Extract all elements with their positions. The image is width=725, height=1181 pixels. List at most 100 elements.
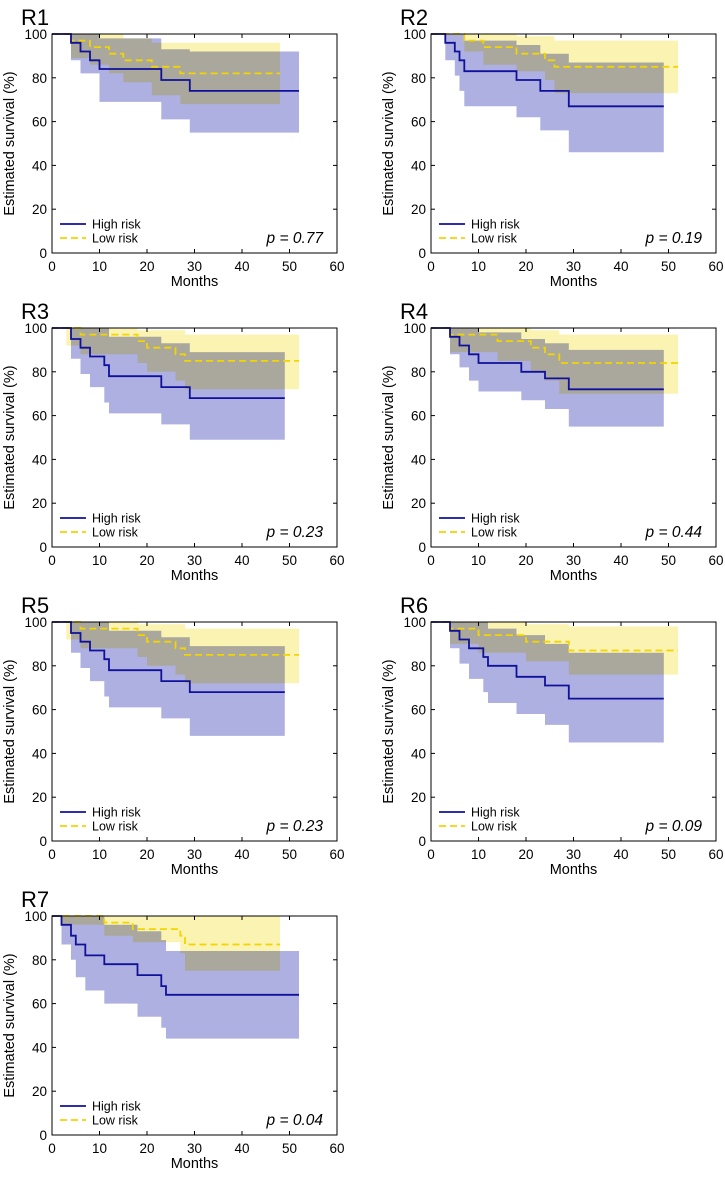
x-axis-label: Months (171, 274, 219, 290)
panel-title: R1 (21, 5, 49, 30)
legend-low-risk-label: Low risk (471, 232, 518, 246)
x-tick-label: 10 (92, 259, 107, 274)
x-tick-label: 0 (427, 259, 435, 274)
km-panel-r2: 0 10 20 30 40 50 60 0 20 40 60 80 100 Months Estimated… (381, 5, 724, 290)
x-tick-label: 30 (187, 259, 202, 274)
x-tick-label: 40 (234, 847, 249, 862)
panel-title: R7 (21, 887, 49, 912)
y-tick-label: 60 (32, 409, 47, 424)
y-axis-label: Estimated survival (%) (2, 953, 18, 1097)
y-tick-label: 40 (32, 746, 47, 761)
p-value-annotation: p = 0.09 (645, 818, 703, 835)
legend-low-risk-label: Low risk (92, 526, 139, 540)
km-panel-r3: 0 10 20 30 40 50 60 0 20 40 60 80 100 Months Estimated… (2, 299, 345, 584)
x-tick-label: 20 (139, 847, 154, 862)
x-tick-label: 10 (471, 847, 486, 862)
y-axis-label: Estimated survival (%) (2, 365, 18, 509)
y-tick-label: 0 (39, 1128, 47, 1143)
high-risk-curve (431, 33, 664, 108)
x-tick-label: 10 (92, 1141, 107, 1156)
y-tick-label: 100 (24, 27, 47, 42)
y-tick-label: 60 (32, 703, 47, 718)
x-tick-label: 60 (329, 847, 344, 862)
x-tick-label: 30 (187, 847, 202, 862)
x-tick-label: 50 (661, 553, 676, 568)
x-axis-label: Months (171, 862, 219, 878)
x-axis-label: Months (550, 862, 598, 878)
panel-title: R2 (400, 5, 428, 30)
x-tick-label: 50 (661, 259, 676, 274)
y-tick-label: 20 (411, 202, 426, 217)
high-risk-curve (431, 327, 664, 391)
p-value-annotation: p = 0.23 (266, 818, 324, 835)
x-tick-label: 50 (282, 259, 297, 274)
y-tick-label: 100 (403, 27, 426, 42)
y-tick-label: 40 (32, 452, 47, 467)
x-tick-label: 40 (234, 1141, 249, 1156)
panel-title: R4 (400, 299, 428, 324)
y-tick-label: 0 (418, 540, 426, 555)
p-value-annotation: p = 0.04 (266, 1112, 324, 1129)
x-tick-label: 20 (139, 1141, 154, 1156)
legend-low-risk-label: Low risk (471, 820, 518, 834)
high-risk-ci-band (52, 34, 299, 133)
ci-bands (52, 34, 299, 133)
y-tick-label: 60 (32, 115, 47, 130)
km-panel-r5: 0 10 20 30 40 50 60 0 20 40 60 80 100 Months Estimated… (2, 593, 345, 878)
x-axis-label: Months (171, 1156, 219, 1172)
y-tick-label: 80 (411, 71, 426, 86)
y-tick-label: 20 (32, 496, 47, 511)
x-tick-label: 30 (566, 847, 581, 862)
y-tick-label: 40 (32, 1040, 47, 1055)
y-tick-label: 60 (411, 409, 426, 424)
y-tick-label: 20 (411, 496, 426, 511)
x-tick-label: 10 (92, 847, 107, 862)
km-panel-r1: 0 10 20 30 40 50 60 0 20 40 60 80 100 Months Estimated… (2, 5, 345, 290)
high-risk-ci-band (52, 328, 285, 440)
low-risk-curve (52, 33, 280, 75)
x-tick-label: 30 (187, 553, 202, 568)
y-axis-label: Estimated survival (%) (2, 659, 18, 803)
y-tick-label: 100 (403, 615, 426, 630)
x-tick-label: 20 (518, 847, 533, 862)
x-tick-label: 0 (48, 1141, 56, 1156)
x-tick-label: 10 (471, 553, 486, 568)
legend-high-risk-label: High risk (471, 218, 520, 232)
p-value-annotation: p = 0.19 (645, 230, 703, 247)
high-risk-ci-band (52, 622, 285, 736)
y-tick-label: 100 (24, 909, 47, 924)
x-tick-label: 40 (234, 259, 249, 274)
y-tick-label: 80 (32, 953, 47, 968)
x-tick-label: 20 (139, 553, 154, 568)
y-axis-label: Estimated survival (%) (381, 365, 397, 509)
y-tick-label: 20 (32, 790, 47, 805)
x-tick-label: 50 (282, 1141, 297, 1156)
high-risk-curve (431, 621, 664, 700)
low-risk-curve (52, 621, 299, 656)
x-tick-label: 60 (329, 1141, 344, 1156)
y-tick-label: 0 (39, 540, 47, 555)
y-axis-label: Estimated survival (%) (381, 659, 397, 803)
p-value-annotation: p = 0.23 (266, 524, 324, 541)
y-tick-label: 0 (418, 834, 426, 849)
y-tick-label: 40 (411, 158, 426, 173)
x-axis-label: Months (550, 274, 598, 290)
y-tick-label: 20 (32, 1084, 47, 1099)
high-risk-ci-band (52, 916, 299, 1039)
low-risk-curve (52, 915, 280, 946)
y-tick-label: 60 (411, 703, 426, 718)
x-tick-label: 40 (234, 553, 249, 568)
x-tick-label: 20 (518, 553, 533, 568)
y-tick-label: 80 (32, 365, 47, 380)
y-tick-label: 80 (32, 71, 47, 86)
x-tick-label: 30 (566, 553, 581, 568)
y-tick-label: 40 (411, 452, 426, 467)
legend-low-risk-label: Low risk (92, 820, 139, 834)
km-panel-r4: 0 10 20 30 40 50 60 0 20 40 60 80 100 Months Estimated… (381, 299, 724, 584)
x-tick-label: 10 (471, 259, 486, 274)
